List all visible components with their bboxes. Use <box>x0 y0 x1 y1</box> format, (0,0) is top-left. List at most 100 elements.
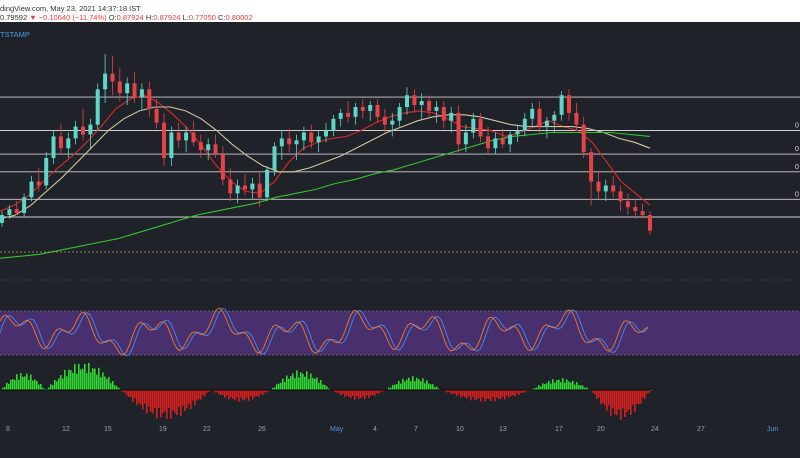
x-tick-label: 7 <box>414 426 418 433</box>
histogram-bar <box>178 390 180 407</box>
candlesticks <box>0 53 652 235</box>
histogram-bar <box>542 383 544 390</box>
histogram-bar <box>150 390 152 412</box>
histogram-bar <box>350 390 352 399</box>
candle-body <box>169 132 174 158</box>
candle-body <box>272 146 277 170</box>
histogram-bar <box>306 371 308 390</box>
histogram-bar <box>360 390 362 399</box>
histogram-bar <box>42 387 44 390</box>
candle-body <box>478 118 483 137</box>
candle-body <box>66 138 71 149</box>
histogram-bar <box>400 383 402 390</box>
histogram-bar <box>262 390 264 395</box>
histogram-bar <box>532 388 534 390</box>
histogram-bar <box>224 390 226 398</box>
histogram-bar <box>512 390 514 396</box>
candle-body <box>29 181 34 198</box>
histogram-bar <box>336 390 338 393</box>
histogram-bar <box>164 390 166 412</box>
ma-mid-line <box>0 106 651 220</box>
histogram-bar <box>624 390 626 418</box>
histogram-bar <box>140 390 142 405</box>
histogram-bar <box>546 383 548 390</box>
histogram-bar <box>100 377 102 390</box>
candle-body <box>596 181 601 192</box>
histogram-bar <box>576 382 578 390</box>
candle-body <box>243 185 247 190</box>
histogram-bar <box>628 390 630 410</box>
histogram-bar <box>328 388 330 390</box>
histogram-bar <box>296 370 298 390</box>
candle-body <box>456 112 461 145</box>
histogram-bar <box>594 390 596 395</box>
histogram-bar <box>282 378 284 390</box>
histogram-bar <box>6 382 8 390</box>
histogram-bar <box>116 386 118 390</box>
histogram-bar <box>236 390 238 398</box>
histogram-bar <box>128 390 130 397</box>
histogram-bar <box>126 390 128 396</box>
histogram-bar <box>62 378 64 390</box>
histogram-bar <box>560 382 562 390</box>
histogram-bar <box>278 383 280 390</box>
histogram-bar <box>370 390 372 396</box>
candle-body <box>198 142 203 151</box>
x-axis: 8 12 15 19 22 26 May 4 7 10 13 17 20 24 27 Jun <box>6 426 778 433</box>
histogram-bar <box>348 390 350 397</box>
candle-body <box>191 132 196 143</box>
candle-body <box>309 132 314 143</box>
x-tick-label: 22 <box>203 426 211 433</box>
candle-body <box>301 132 306 141</box>
histogram-bar <box>158 390 160 408</box>
histogram-bar <box>366 390 368 396</box>
candle-body <box>250 183 255 190</box>
histogram-bar <box>406 379 408 390</box>
histogram-bar <box>266 390 268 393</box>
candle-body <box>125 83 130 94</box>
histogram-bar <box>486 390 488 399</box>
histogram-bar <box>514 390 516 397</box>
histogram-bar <box>142 390 144 410</box>
histogram-bar <box>314 378 316 390</box>
candle-body <box>353 107 358 117</box>
histogram-bar <box>44 388 46 390</box>
histogram-bar <box>376 390 378 393</box>
histogram-bar <box>124 390 126 393</box>
histogram-bar <box>606 390 608 411</box>
histogram-bar <box>228 390 230 400</box>
histogram-bar <box>466 390 468 399</box>
histogram-bar <box>632 390 634 405</box>
candle-body <box>434 107 439 111</box>
histogram-bar <box>52 385 54 390</box>
histogram-bar <box>460 390 462 398</box>
histogram-bar <box>132 390 134 402</box>
histogram-bar <box>500 390 502 399</box>
histogram-bar <box>80 369 82 390</box>
histogram-pane <box>0 362 652 420</box>
price-change: −0.10640 (−11.74%) <box>38 13 107 22</box>
histogram-bar <box>450 390 452 394</box>
histogram-bar <box>394 384 396 390</box>
histogram-bar <box>180 390 182 416</box>
candle-body <box>346 112 351 117</box>
histogram-bar <box>326 386 328 390</box>
histogram-bar <box>496 390 498 398</box>
histogram-bar <box>368 390 370 398</box>
histogram-bar <box>310 373 312 390</box>
histogram-bar <box>598 390 600 398</box>
histogram-bar <box>206 390 208 393</box>
histogram-bar <box>322 384 324 390</box>
histogram-bar <box>242 390 244 401</box>
x-tick-label: 26 <box>258 426 266 433</box>
histogram-bar <box>138 390 140 403</box>
candle-body <box>81 126 85 135</box>
histogram-bar <box>230 390 232 398</box>
histogram-bar <box>540 386 542 390</box>
candle-body <box>640 211 645 215</box>
histogram-bar <box>586 387 588 390</box>
chart-canvas[interactable]: TSTAMP 0 0 0 0 8 12 15 19 22 26 May 4 7 10 13 17 20 24 27… <box>0 22 800 458</box>
histogram-bar <box>56 381 58 390</box>
histogram-bar <box>568 381 570 390</box>
